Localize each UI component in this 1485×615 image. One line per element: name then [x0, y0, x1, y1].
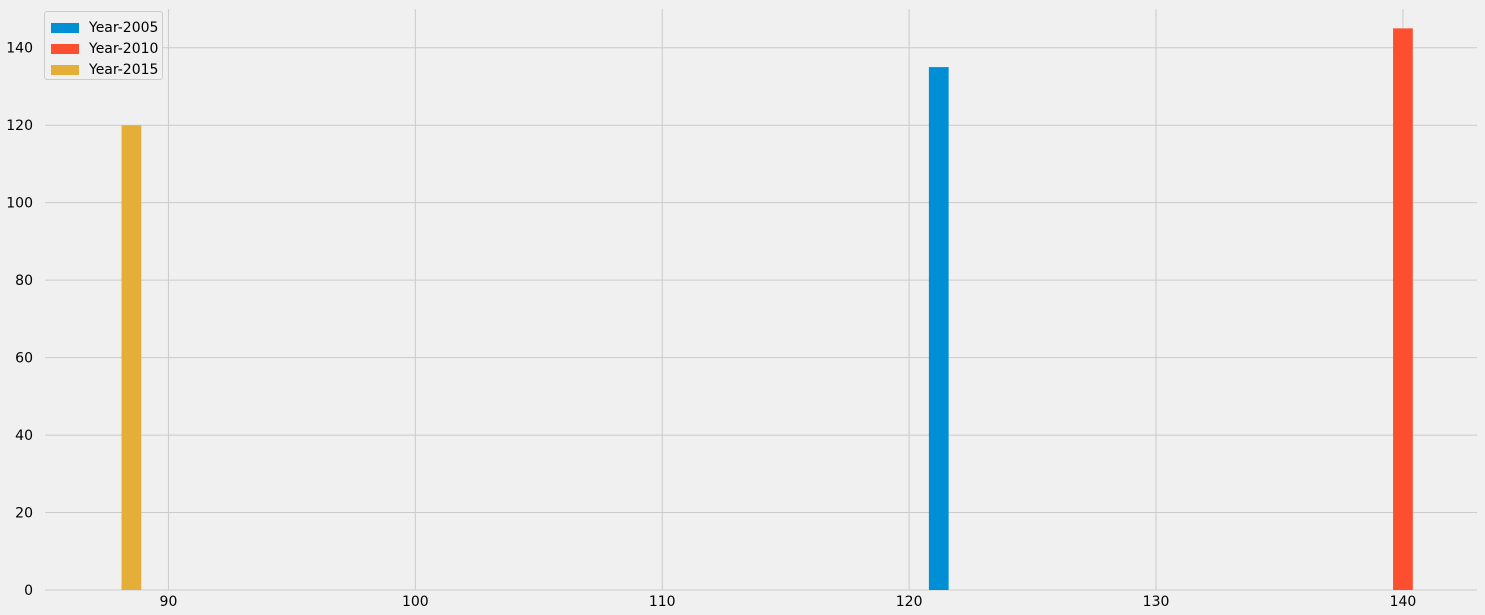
legend-swatch-year-2015 — [51, 64, 79, 75]
y-axis-ticks: 0 20 40 60 80 100 120 140 — [6, 41, 33, 599]
legend-label-year-2010: Year-2010 — [89, 40, 159, 57]
legend-item-year-2005: Year-2005 — [51, 17, 162, 38]
legend-label-year-2005: Year-2005 — [89, 19, 159, 36]
legend-item-year-2010: Year-2010 — [51, 38, 162, 59]
y-tick-label-0: 0 — [24, 583, 33, 599]
legend: Year-2005 Year-2010 Year-2015 — [44, 11, 163, 80]
grid-lines — [45, 9, 1477, 591]
bar-year-2015 — [121, 125, 142, 590]
legend-swatch-year-2010 — [51, 43, 79, 54]
x-tick-label-130: 130 — [1143, 594, 1170, 610]
legend-swatch-year-2005 — [51, 22, 79, 33]
x-tick-label-120: 120 — [896, 594, 923, 610]
legend-label-year-2015: Year-2015 — [89, 61, 159, 78]
y-tick-label-40: 40 — [15, 428, 33, 444]
legend-item-year-2015: Year-2015 — [51, 59, 162, 80]
bars — [121, 28, 1413, 591]
y-tick-label-140: 140 — [6, 41, 33, 57]
x-tick-label-140: 140 — [1390, 594, 1417, 610]
bar-year-2005 — [928, 67, 949, 591]
bar-year-2010 — [1393, 28, 1413, 591]
x-tick-label-90: 90 — [160, 594, 178, 610]
y-tick-label-20: 20 — [15, 506, 33, 522]
y-tick-label-80: 80 — [15, 273, 33, 289]
x-tick-label-100: 100 — [402, 594, 429, 610]
y-tick-label-60: 60 — [15, 351, 33, 367]
x-axis-ticks: 90 100 110 120 130 140 — [160, 594, 1417, 610]
y-tick-label-100: 100 — [6, 196, 33, 212]
x-tick-label-110: 110 — [649, 594, 676, 610]
y-tick-label-120: 120 — [6, 118, 33, 134]
